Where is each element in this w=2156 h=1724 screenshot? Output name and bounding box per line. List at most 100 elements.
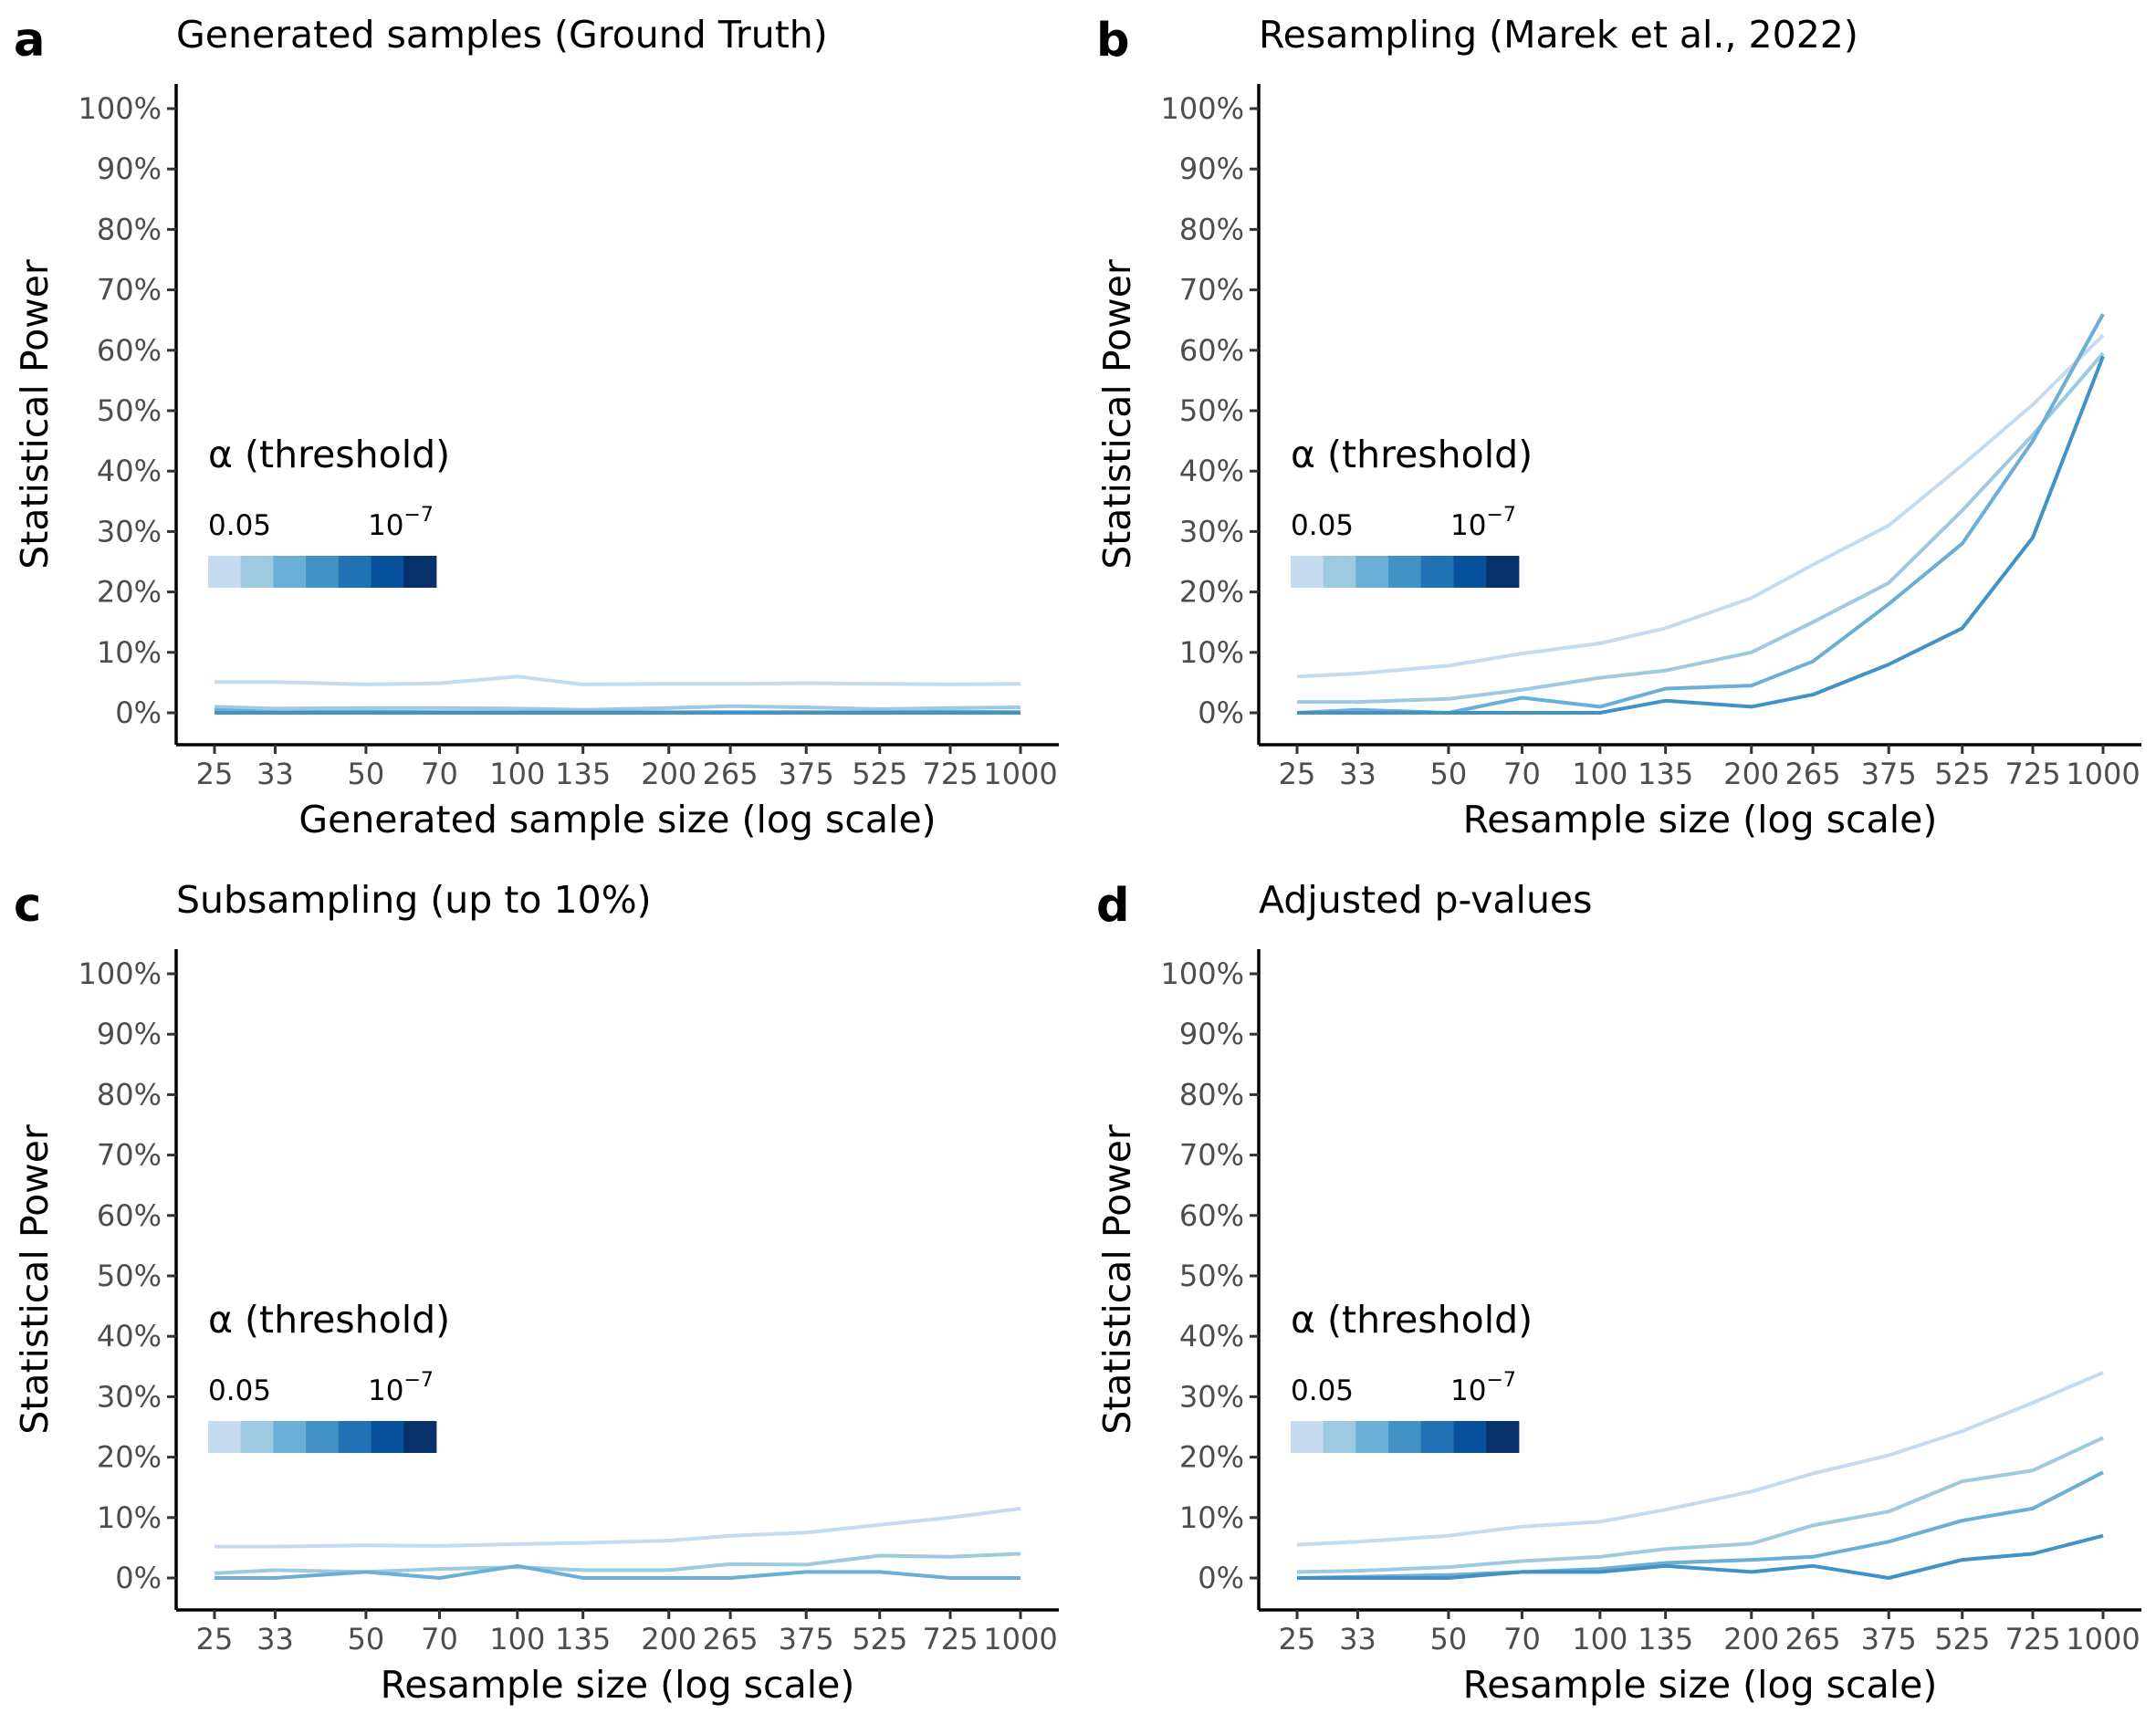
legend-swatch-1: [1291, 1421, 1324, 1453]
legend-high-base: 10: [368, 1374, 403, 1407]
panel-title: Subsampling (up to 10%): [176, 878, 652, 922]
series-line-4: [1297, 355, 2105, 715]
panel-letter: b: [1096, 14, 1130, 68]
legend-swatch-4: [1388, 556, 1422, 588]
legend-high-exponent: −7: [1486, 1369, 1515, 1392]
y-tick-label: 0%: [115, 695, 162, 730]
legend-low-label: 0.05: [208, 509, 271, 542]
y-tick-label: 50%: [1179, 393, 1244, 428]
legend-high-label: 10−7: [1450, 504, 1516, 542]
x-tick-label: 200: [1723, 757, 1779, 791]
panel-b: b Resampling (Marek et al., 2022) 0% 10% 20%…: [1095, 13, 2141, 841]
y-tick-label: 80%: [97, 1077, 162, 1112]
x-axis-title: Generated sample size (log scale): [298, 798, 936, 841]
x-tick-label: 70: [1503, 1622, 1541, 1656]
alpha-legend: α (threshold) 0.05 10−7: [208, 433, 450, 588]
legend-swatch-2: [1323, 556, 1356, 588]
x-tick-label: 135: [1638, 1622, 1693, 1656]
legend-high-label: 10−7: [1450, 1369, 1516, 1407]
legend-title: α (threshold): [1291, 433, 1533, 476]
y-tick-label: 0%: [115, 1561, 162, 1595]
y-tick-label: 30%: [97, 1379, 162, 1414]
alpha-legend: α (threshold) 0.05 10−7: [1291, 1298, 1533, 1453]
x-tick-label: 25: [1279, 1622, 1316, 1656]
legend-swatch-7: [403, 556, 437, 588]
x-tick-label: 100: [1572, 1622, 1627, 1656]
y-tick-label: 60%: [97, 333, 162, 368]
series-line-1: [1296, 333, 2105, 679]
legend-swatch-6: [371, 1421, 404, 1453]
x-tick-label: 265: [703, 757, 759, 791]
legend-swatch-1: [208, 556, 242, 588]
x-tick-label: 725: [2004, 757, 2060, 791]
series-line-2: [1296, 1436, 2104, 1574]
y-tick-label: 40%: [97, 1319, 162, 1353]
y-tick-label: 20%: [97, 1440, 162, 1475]
legend-swatch-5: [1420, 1421, 1454, 1453]
legend-swatch-6: [371, 556, 404, 588]
x-tick-label: 375: [1861, 1622, 1917, 1656]
y-tick-label: 10%: [1179, 635, 1244, 670]
legend-high-exponent: −7: [403, 504, 433, 527]
x-axis-title: Resample size (log scale): [381, 1663, 855, 1707]
y-tick-label: 60%: [1179, 333, 1244, 368]
panel-title: Adjusted p-values: [1259, 878, 1593, 922]
x-tick-label: 725: [922, 1622, 978, 1656]
legend-high-base: 10: [368, 509, 403, 542]
y-tick-label: 90%: [1179, 152, 1244, 186]
x-tick-label: 200: [1723, 1622, 1779, 1656]
legend-title: α (threshold): [1291, 1298, 1533, 1342]
panel-d: d Adjusted p-values 0% 10% 20% 30% 40% 50% 60% 70…: [1095, 878, 2141, 1707]
y-tick-label: 90%: [1179, 1017, 1244, 1051]
y-tick-label: 60%: [1179, 1198, 1244, 1233]
legend-swatch-2: [240, 1421, 274, 1453]
y-tick-label: 40%: [1179, 454, 1244, 488]
y-axis-title: Statistical Power: [1095, 259, 1139, 569]
panel-title: Generated samples (Ground Truth): [176, 13, 828, 57]
x-tick-label: 33: [1339, 757, 1376, 791]
x-tick-label: 200: [641, 757, 696, 791]
legend-swatch-6: [1453, 1421, 1487, 1453]
legend-low-label: 0.05: [208, 1374, 271, 1407]
x-tick-label: 135: [1638, 757, 1693, 791]
y-tick-label: 100%: [78, 956, 162, 991]
y-tick-label: 40%: [1179, 1319, 1244, 1353]
legend-title: α (threshold): [208, 1298, 450, 1342]
legend-high-exponent: −7: [403, 1369, 433, 1392]
legend-high-label: 10−7: [368, 1369, 434, 1407]
alpha-legend: α (threshold) 0.05 10−7: [208, 1298, 450, 1453]
y-tick-label: 10%: [97, 635, 162, 670]
x-axis-title: Resample size (log scale): [1463, 1663, 1938, 1707]
y-axis-title: Statistical Power: [13, 1124, 57, 1435]
x-tick-label: 265: [1785, 757, 1841, 791]
legend-high-label: 10−7: [368, 504, 434, 542]
x-tick-label: 100: [489, 757, 545, 791]
x-tick-label: 1000: [2066, 757, 2140, 791]
x-tick-label: 265: [1785, 1622, 1841, 1656]
series-line-4: [1297, 1533, 2104, 1580]
y-tick-label: 80%: [97, 212, 162, 246]
y-tick-label: 80%: [1179, 212, 1244, 246]
legend-low-label: 0.05: [1291, 509, 1354, 542]
x-tick-label: 525: [1934, 757, 1990, 791]
x-tick-label: 525: [1934, 1622, 1990, 1656]
series-line-1: [215, 1506, 1021, 1549]
x-tick-label: 375: [779, 1622, 834, 1656]
series-line-3: [215, 1563, 1020, 1580]
legend-swatch-5: [1420, 556, 1454, 588]
x-tick-label: 50: [1430, 1622, 1468, 1656]
y-tick-label: 60%: [97, 1198, 162, 1233]
y-tick-label: 80%: [1179, 1077, 1244, 1112]
x-tick-label: 50: [348, 1622, 385, 1656]
x-tick-label: 725: [922, 757, 978, 791]
y-tick-label: 70%: [1179, 273, 1244, 308]
series-line-3: [1296, 313, 2105, 715]
legend-swatch-4: [1388, 1421, 1422, 1453]
legend-swatch-7: [1486, 1421, 1520, 1453]
panel-title: Resampling (Marek et al., 2022): [1259, 13, 1858, 57]
legend-swatch-5: [338, 1421, 372, 1453]
legend-swatch-2: [240, 556, 274, 588]
series-line-1: [1296, 1371, 2104, 1547]
y-tick-label: 20%: [1179, 1440, 1244, 1475]
legend-swatch-1: [208, 1421, 242, 1453]
